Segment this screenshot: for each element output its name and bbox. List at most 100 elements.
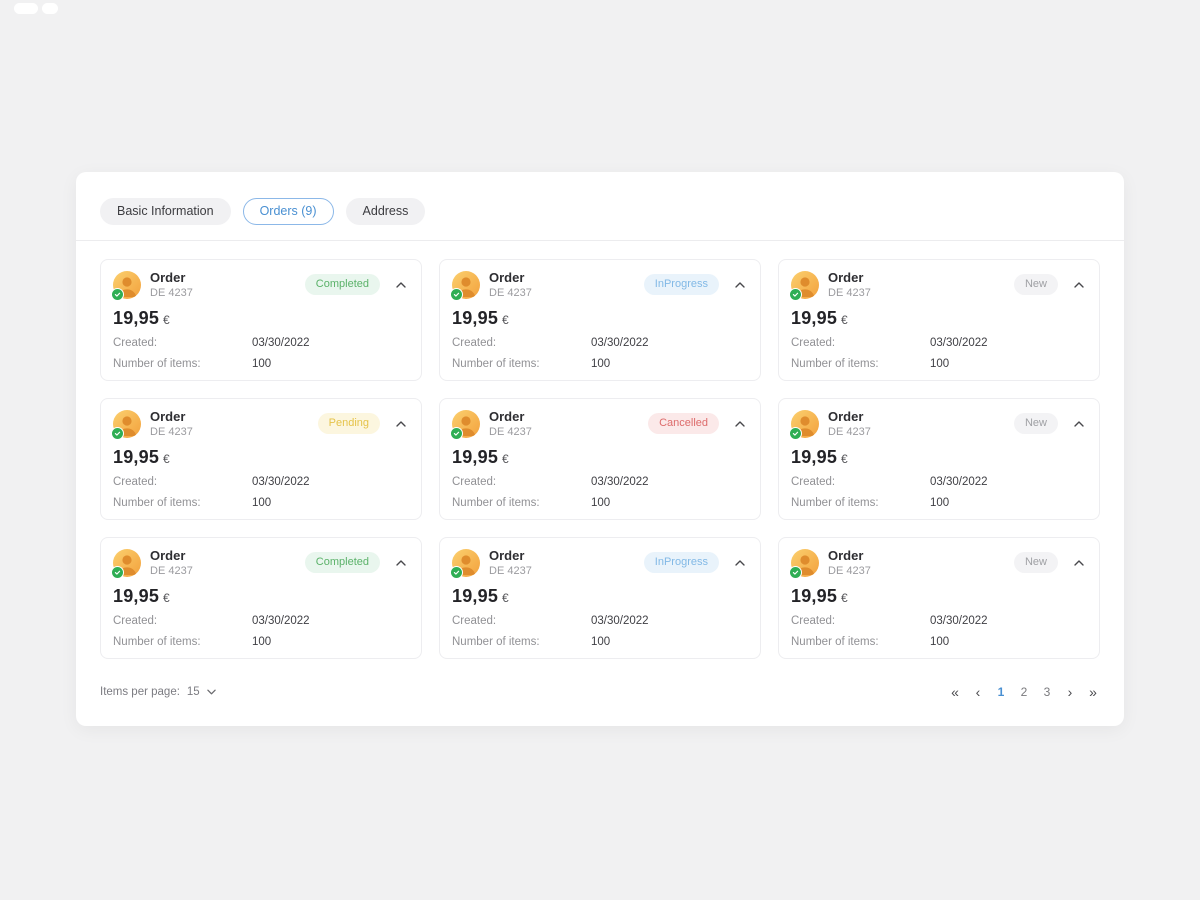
chevron-up-icon[interactable]: [1071, 416, 1087, 432]
created-value: 03/30/2022: [930, 476, 988, 489]
order-card: Order DE 4237 New 19,95 € Created: 03/30…: [778, 397, 1100, 520]
avatar: [450, 270, 480, 301]
pagination-prev-button[interactable]: ‹: [971, 684, 985, 700]
order-price: 19,95: [452, 586, 499, 607]
pagination-first-button[interactable]: «: [948, 684, 962, 700]
pagination-page-1[interactable]: 1: [994, 685, 1008, 699]
order-title-block: Order DE 4237: [828, 548, 871, 578]
decorative-pill: [42, 3, 58, 14]
chevron-up-icon[interactable]: [1071, 277, 1087, 293]
price-row: 19,95 €: [452, 447, 748, 468]
created-row: Created: 03/30/2022: [452, 337, 748, 350]
order-price: 19,95: [452, 447, 499, 468]
currency-symbol: €: [841, 313, 848, 328]
created-label: Created:: [452, 337, 497, 350]
created-value: 03/30/2022: [252, 615, 310, 628]
order-title-block: Order DE 4237: [150, 548, 193, 578]
order-id: DE 4237: [489, 287, 532, 300]
items-row: Number of items: 100: [791, 636, 1087, 649]
order-card: Order DE 4237 Pending 19,95 € Created: 0…: [100, 397, 422, 520]
avatar: [111, 548, 141, 579]
chevron-up-icon[interactable]: [732, 416, 748, 432]
currency-symbol: €: [502, 452, 509, 467]
items-value: 100: [930, 497, 950, 510]
order-card: Order DE 4237 New 19,95 € Created: 03/30…: [778, 536, 1100, 659]
created-label: Created:: [452, 476, 497, 489]
divider: [76, 239, 1124, 241]
price-row: 19,95 €: [452, 586, 748, 607]
tab-orders[interactable]: Orders (9): [242, 198, 334, 225]
chevron-up-icon[interactable]: [732, 277, 748, 293]
items-row: Number of items: 100: [452, 497, 748, 510]
items-value: 100: [591, 497, 611, 510]
order-title: Order: [150, 269, 186, 285]
verified-check-icon: [789, 426, 802, 440]
created-value: 03/30/2022: [591, 615, 649, 628]
currency-symbol: €: [163, 313, 170, 328]
order-card-header: Order DE 4237 Completed: [111, 548, 409, 579]
price-row: 19,95 €: [791, 586, 1087, 607]
pagination-page-3[interactable]: 3: [1040, 685, 1054, 699]
items-per-page-selector[interactable]: Items per page: 15: [100, 686, 216, 698]
status-badge: InProgress: [643, 552, 719, 574]
order-price: 19,95: [113, 308, 160, 329]
items-value: 100: [930, 358, 950, 371]
avatar: [789, 270, 819, 301]
items-label: Number of items:: [113, 636, 201, 649]
order-card-header: Order DE 4237 Pending: [111, 408, 409, 440]
status-badge: Cancelled: [648, 413, 719, 435]
chevron-up-icon[interactable]: [393, 555, 409, 571]
chevron-up-icon[interactable]: [393, 416, 409, 432]
verified-check-icon: [789, 565, 802, 579]
order-card-header: Order DE 4237 Completed: [111, 269, 409, 301]
currency-symbol: €: [163, 452, 170, 467]
items-label: Number of items:: [452, 358, 540, 371]
created-value: 03/30/2022: [930, 615, 988, 628]
created-label: Created:: [791, 476, 836, 489]
items-label: Number of items:: [113, 358, 201, 371]
order-id: DE 4237: [150, 426, 193, 439]
created-value: 03/30/2022: [252, 476, 310, 489]
chevron-up-icon[interactable]: [393, 277, 409, 293]
items-value: 100: [930, 636, 950, 649]
pagination-last-button[interactable]: »: [1086, 684, 1100, 700]
verified-check-icon: [111, 565, 124, 579]
order-title: Order: [828, 269, 864, 285]
avatar: [789, 548, 819, 579]
items-row: Number of items: 100: [452, 358, 748, 371]
order-title: Order: [150, 408, 186, 424]
created-label: Created:: [791, 337, 836, 350]
tab-address[interactable]: Address: [345, 198, 426, 225]
status-badge: New: [1013, 552, 1058, 574]
status-badge: Pending: [317, 413, 380, 435]
verified-check-icon: [450, 426, 463, 440]
pagination-page-2[interactable]: 2: [1017, 685, 1031, 699]
tab-basic-information[interactable]: Basic Information: [100, 198, 231, 225]
order-price: 19,95: [791, 586, 838, 607]
chevron-up-icon[interactable]: [732, 555, 748, 571]
order-id: DE 4237: [828, 565, 871, 578]
chevron-up-icon[interactable]: [1071, 555, 1087, 571]
status-badge: New: [1013, 274, 1058, 296]
created-value: 03/30/2022: [930, 337, 988, 350]
created-row: Created: 03/30/2022: [791, 615, 1087, 628]
price-row: 19,95 €: [113, 447, 409, 468]
order-card: Order DE 4237 Cancelled 19,95 € Created:…: [439, 397, 761, 520]
avatar: [450, 409, 480, 440]
items-value: 100: [252, 636, 272, 649]
created-label: Created:: [113, 337, 158, 350]
tab-bar: Basic Information Orders (9) Address: [76, 172, 1124, 240]
user-avatar-icon: [452, 270, 480, 299]
order-price: 19,95: [791, 308, 838, 329]
verified-check-icon: [111, 287, 124, 301]
status-badge: Completed: [304, 552, 380, 574]
items-label: Number of items:: [113, 497, 201, 510]
order-title-block: Order DE 4237: [150, 408, 193, 439]
price-row: 19,95 €: [113, 308, 409, 329]
items-row: Number of items: 100: [791, 497, 1087, 510]
created-label: Created:: [452, 615, 497, 628]
currency-symbol: €: [163, 591, 170, 606]
created-row: Created: 03/30/2022: [452, 476, 748, 489]
verified-check-icon: [111, 426, 124, 440]
pagination-next-button[interactable]: ›: [1063, 684, 1077, 700]
